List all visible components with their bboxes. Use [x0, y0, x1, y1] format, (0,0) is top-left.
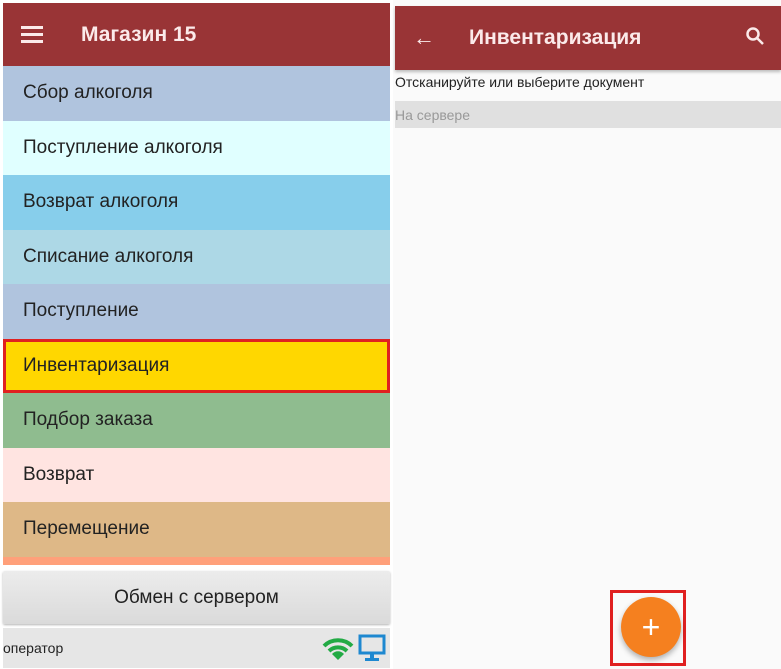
store-title: Магазин 15 — [81, 22, 197, 46]
menu-item[interactable]: Поступление — [3, 284, 390, 339]
menu-item-label: Поступление — [23, 300, 139, 322]
arrow-left-icon[interactable]: ← — [413, 25, 435, 50]
menu-item-label: Возврат — [23, 463, 95, 485]
user-name: оператор — [3, 640, 64, 656]
menu-item[interactable]: Возврат — [3, 447, 390, 502]
next-menu-item-partial[interactable] — [3, 557, 390, 565]
search-icon[interactable] — [745, 26, 765, 51]
menu-item-label: Сбор алкоголя — [23, 82, 153, 104]
menu-item[interactable]: Поступление алкоголя — [3, 120, 390, 175]
menu-item-label: Подбор заказа — [23, 409, 153, 431]
add-document-button[interactable]: + — [621, 597, 681, 657]
sync-button[interactable]: Обмен с сервером — [3, 571, 390, 624]
menu-item-label: Перемещение — [23, 518, 150, 540]
screen-title: Инвентаризация — [469, 26, 642, 49]
menu-item[interactable]: Возврат алкоголя — [3, 175, 390, 230]
scan-prompt: Отсканируйте или выберите документ — [395, 74, 645, 90]
menu-item-label: Поступление алкоголя — [23, 136, 223, 158]
menu-item[interactable]: Сбор алкоголя — [3, 66, 390, 121]
menu-item-label: Возврат алкоголя — [23, 191, 179, 213]
menu-item-label: Списание алкоголя — [23, 245, 194, 267]
menu-item[interactable]: Перемещение — [3, 502, 390, 557]
menu-item[interactable]: Подбор заказа — [3, 393, 390, 448]
app-bar: ← Инвентаризация — [395, 6, 781, 70]
menu-item-label: Инвентаризация — [23, 354, 170, 376]
menu-item[interactable]: Списание алкоголя — [3, 229, 390, 284]
highlight-frame — [610, 590, 686, 666]
section-header-server: На сервере — [395, 101, 781, 128]
wifi-icon — [321, 636, 355, 665]
status-bar: оператор — [3, 628, 390, 668]
operations-menu: Сбор алкоголя Поступление алкоголя Возврат… — [3, 66, 390, 557]
app-bar: Магазин 15 — [3, 3, 390, 66]
main-menu-screen: Магазин 15 Сбор алкоголя Поступление алко… — [3, 3, 390, 668]
monitor-icon — [358, 634, 386, 665]
menu-item[interactable]: Инвентаризация — [3, 338, 390, 393]
hamburger-icon[interactable] — [21, 26, 43, 43]
